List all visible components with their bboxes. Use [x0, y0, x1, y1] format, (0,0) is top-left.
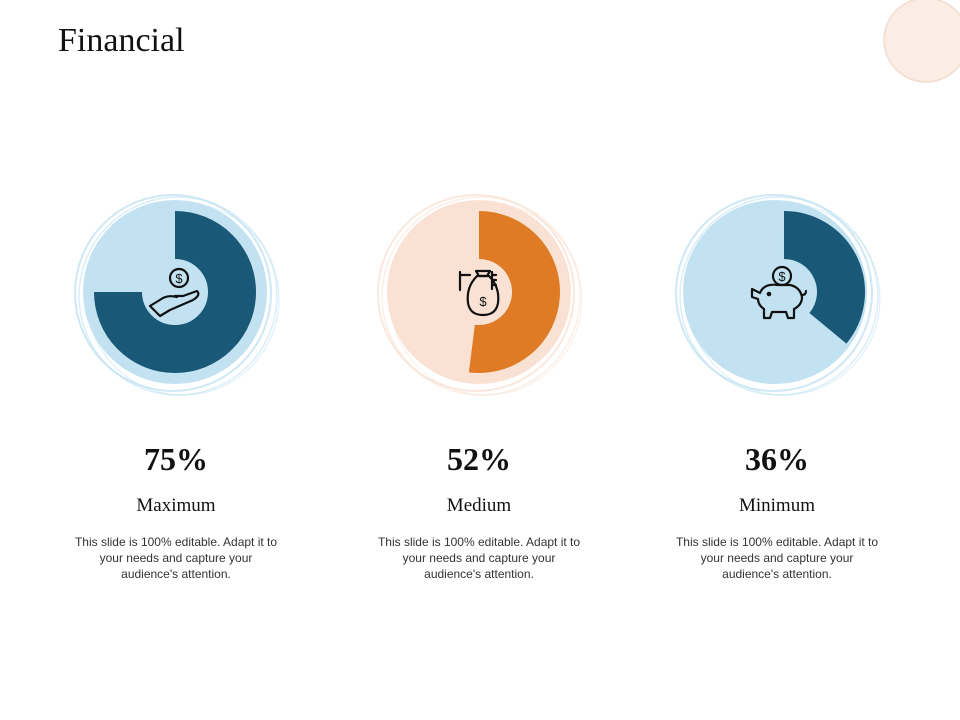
svg-text:$: $ — [175, 271, 183, 286]
page-title: Financial — [58, 22, 185, 59]
gauge-card-medium: $ 52% Medium This slide is 100% editable… — [374, 175, 614, 581]
value-label: 75% — [144, 441, 208, 477]
piggy-bank-icon: $ — [750, 265, 808, 320]
gauge-arc — [94, 211, 256, 373]
gauge-maximum: $ — [74, 194, 280, 396]
svg-text:$: $ — [479, 294, 487, 309]
description-text: This slide is 100% editable. Adapt it to… — [675, 535, 879, 581]
category-label: Minimum — [738, 495, 815, 516]
money-bag-icon: $ — [458, 269, 500, 317]
gauge-arc — [468, 211, 560, 373]
gauge-medium: $ — [377, 194, 583, 396]
category-label: Maximum — [136, 495, 216, 516]
description-text: This slide is 100% editable. Adapt it to… — [377, 535, 581, 581]
value-label: 52% — [447, 441, 511, 477]
hand-coin-icon: $ — [148, 267, 200, 318]
gauge-card-minimum: $ 36% Minimum This slide is 100% editabl… — [672, 175, 912, 581]
corner-decoration — [883, 0, 960, 83]
gauge-arc — [782, 211, 865, 344]
gauge-minimum: $ — [675, 194, 881, 396]
category-label: Medium — [446, 495, 512, 516]
value-label: 36% — [745, 441, 809, 477]
svg-text:$: $ — [778, 269, 786, 284]
gauge-card-maximum: $ 75% Maximum This slide is 100% editabl… — [71, 175, 311, 581]
description-text: This slide is 100% editable. Adapt it to… — [74, 535, 278, 581]
